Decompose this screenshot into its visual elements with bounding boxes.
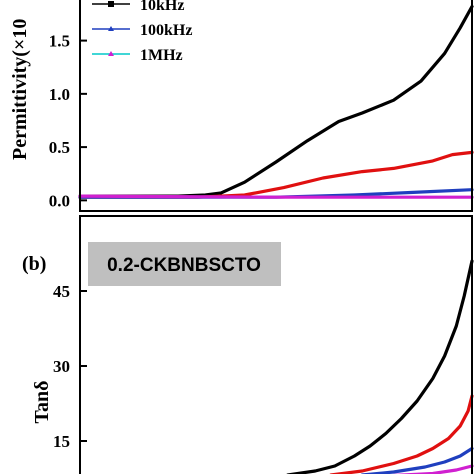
- sample-label-box: [88, 242, 281, 286]
- panel-b-series-0: [286, 259, 474, 474]
- legend-label-2: 1MHz: [140, 47, 183, 64]
- panel-a-permittivity-chart: 0.0 0.5 1.0 1.5 10kHz 100kHz 1MHz Permittivit…: [9, 0, 474, 210]
- legend-label-1: 100kHz: [140, 22, 192, 39]
- panel-b-series-3: [393, 464, 474, 474]
- sample-label: 0.2-CKBNBSCTO: [107, 255, 261, 276]
- legend-marker-2: [108, 51, 114, 56]
- legend-marker-0: [108, 1, 114, 7]
- panel-b-ytick-label: 15: [53, 432, 70, 451]
- panel-a-series-3: [78, 194, 474, 199]
- panel-b-ylabel: Tanδ: [31, 380, 53, 423]
- panel-b-frame: [79, 215, 473, 474]
- panel-b-ytick-label: 45: [53, 282, 70, 301]
- panel-b-tan-delta-chart: 15 30 45 (b) 0.2-CKBNBSCTO Tanδ: [22, 242, 474, 474]
- legend-marker-1: [108, 26, 114, 31]
- panel-a-frame: [79, 0, 473, 212]
- panel-a-ytick-label: 0.5: [49, 138, 70, 157]
- panel-a-series-0: [78, 4, 474, 198]
- panel-b-ytick-label: 30: [53, 357, 70, 376]
- panel-b-series-1: [329, 394, 474, 474]
- legend-label-0: 10kHz: [140, 0, 184, 14]
- panel-a-ylabel: Permittivity(×10: [9, 19, 31, 160]
- panel-a-ytick-label: 1.5: [49, 32, 70, 51]
- panel-a-legend: 10kHz 100kHz 1MHz: [92, 0, 192, 64]
- panel-a-ytick-label: 0.0: [49, 191, 70, 210]
- panel-b-label: (b): [22, 253, 46, 275]
- panel-a-ytick-label: 1.0: [49, 85, 70, 104]
- panel-a-series-1: [78, 150, 474, 199]
- panel-b-series-2: [360, 446, 474, 474]
